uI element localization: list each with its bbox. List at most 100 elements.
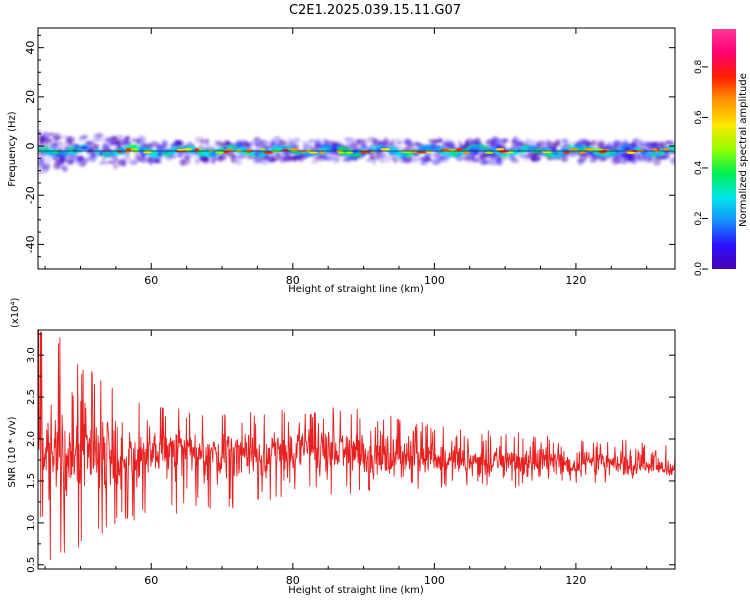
colorbar-gradient — [712, 29, 736, 269]
spectrogram-cell — [579, 154, 588, 160]
snr-line-layer — [38, 330, 675, 561]
spectrogram-cell — [361, 140, 369, 146]
spectrogram-cell — [474, 137, 483, 145]
spectrogram-cell — [109, 136, 117, 140]
spectrogram-cell — [500, 154, 508, 158]
snr-plot: 60 80 100 120 0.5 1.0 1.5 2.0 2.5 3.0 Height of s… — [7, 297, 676, 596]
spectrogram-cell — [428, 138, 436, 143]
spectrogram-cell — [538, 140, 546, 147]
spectrogram-cell — [432, 157, 440, 166]
spectrogram-cell — [112, 152, 122, 156]
spectrogram-cell — [216, 139, 221, 145]
spectrogram-cell — [574, 144, 583, 149]
spectrogram-cell — [577, 158, 587, 163]
spectrogram-cell — [127, 145, 134, 148]
spectrogram-cell — [170, 147, 179, 151]
spectrogram-cell — [112, 162, 119, 170]
spectrogram-cell — [135, 138, 141, 146]
spectrogram-cell — [124, 135, 131, 141]
spectrogram-cell — [38, 134, 49, 139]
spectrogram-cell — [523, 154, 531, 159]
spectrogram-cell — [99, 151, 104, 156]
spectrogram-cell — [103, 154, 112, 158]
spectrogram-cell — [404, 146, 410, 152]
spectrogram-cell — [631, 158, 637, 165]
spectrogram-cell — [101, 146, 111, 151]
spectrogram-y-label: Frequency (Hz) — [7, 111, 18, 187]
spectrogram-cell — [529, 146, 537, 150]
spectrogram-cell — [194, 136, 204, 144]
spectrogram-cell — [331, 156, 341, 162]
spectrogram-frame — [37, 27, 676, 270]
spectrogram-y-tick-label: -20 — [24, 186, 37, 204]
spectrogram-cell — [99, 161, 108, 165]
spectrogram-cell — [494, 152, 501, 155]
spectrogram-cell — [38, 141, 43, 147]
snr-y-multiplier: (x10⁴) — [10, 297, 21, 328]
colorbar-tick-label: 0.8 — [694, 59, 704, 74]
spectrogram-cell — [257, 153, 267, 157]
chart-title: C2E1.2025.039.15.11.G07 — [288, 3, 462, 18]
spectrogram-cell — [38, 167, 44, 175]
spectrogram-cell — [200, 158, 210, 162]
spectrogram-cell — [569, 141, 577, 146]
spectrogram-cell — [645, 143, 652, 147]
spectrogram-cell — [281, 150, 290, 154]
spectrogram-cell — [125, 148, 133, 151]
spectrogram-cell — [319, 151, 326, 154]
spectrogram-cell — [672, 147, 675, 151]
spectrogram-cell — [479, 154, 486, 159]
spectrogram-cell — [235, 157, 243, 166]
spectrogram-cell — [488, 138, 496, 145]
spectrogram-cell — [437, 156, 446, 161]
spectrogram-cell — [407, 143, 415, 149]
spectrogram-cell — [549, 154, 560, 158]
spectrogram-cell — [125, 139, 132, 144]
spectrogram-cell — [88, 154, 97, 162]
spectrogram-cell — [269, 156, 279, 162]
spectrogram-cell — [650, 148, 658, 152]
spectrogram-cell — [382, 137, 390, 144]
spectrogram-cell — [224, 139, 229, 146]
spectrogram-cell — [193, 148, 200, 151]
spectrogram-cell — [519, 146, 529, 151]
spectrogram-cell — [79, 135, 89, 139]
spectrogram-cell — [342, 157, 353, 162]
spectrogram-cell — [515, 139, 525, 147]
spectrogram-cell — [54, 136, 60, 142]
spectrogram-cell — [630, 152, 641, 159]
spectrogram-cell — [263, 151, 274, 154]
spectrogram-x-label: Height of straight line (km) — [288, 284, 424, 295]
spectrogram-cell — [456, 148, 463, 151]
snr-y-tick-label: 1.0 — [26, 515, 37, 531]
spectrogram-heat-layer — [38, 130, 675, 175]
spectrogram-cell — [80, 157, 86, 161]
spectrogram-cell — [644, 156, 651, 163]
spectrogram-cell — [636, 143, 643, 147]
spectrogram-cell — [125, 152, 130, 157]
spectrogram-cell — [194, 157, 201, 165]
spectrogram-cell — [84, 157, 89, 163]
spectrogram-cell — [619, 157, 624, 161]
colorbar-ticks: 0.0 0.2 0.4 0.6 0.8 — [694, 59, 708, 276]
spectrogram-cell — [421, 157, 432, 162]
spectrogram-cell — [423, 152, 432, 158]
colorbar-tick-label: 0.2 — [694, 211, 704, 225]
spectrogram-cell — [626, 151, 636, 155]
spectrogram-cell — [107, 160, 116, 165]
spectrogram-y-tick-label: 40 — [24, 41, 37, 55]
spectrogram-cell — [331, 144, 337, 149]
spectrogram-cell — [552, 142, 562, 147]
spectrogram-cell — [133, 155, 142, 162]
spectrogram-cell — [51, 132, 62, 138]
spectrogram-cell — [314, 140, 321, 147]
spectrogram-cell — [414, 141, 421, 148]
snr-x-tick-label: 120 — [565, 574, 586, 587]
spectrogram-cell — [535, 152, 542, 161]
spectrogram-cell — [55, 157, 64, 162]
spectrogram-cell — [204, 153, 214, 157]
spectrogram-y-tick-label: -40 — [24, 235, 37, 253]
spectrogram-cell — [182, 148, 192, 151]
spectrogram-cell — [612, 155, 621, 163]
spectrogram-cell — [230, 153, 237, 161]
